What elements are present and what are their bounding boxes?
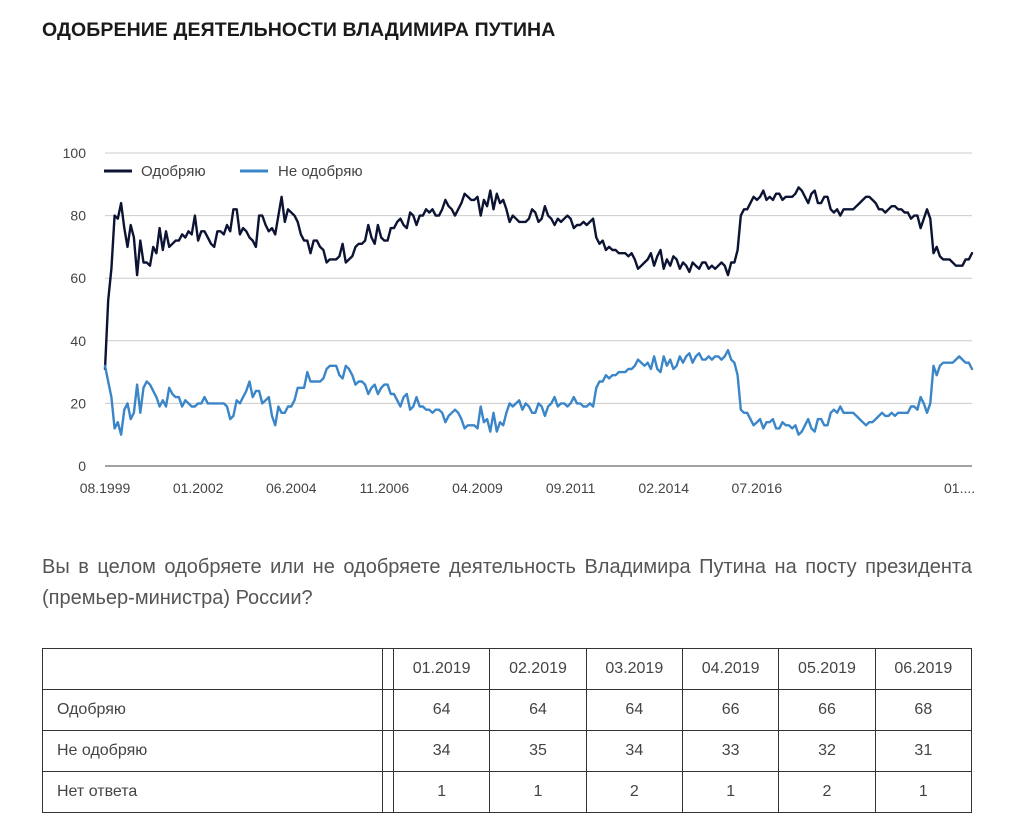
line-chart: 0 20 40 60 80 100 08.1999 01.2002 06.2004 11.200… bbox=[63, 145, 976, 496]
y-tick-label: 80 bbox=[70, 208, 86, 224]
results-table: 01.2019 02.2019 03.2019 04.2019 05.2019 … bbox=[42, 648, 973, 813]
table-cell: 1 bbox=[681, 771, 780, 813]
table-spacer-cell bbox=[382, 648, 394, 690]
series-line-approve bbox=[103, 186, 974, 371]
table-spacer-cell bbox=[382, 771, 394, 813]
table-row: Одобряю 64 64 64 66 66 68 bbox=[42, 689, 973, 731]
legend-label-approve: Одобряю bbox=[141, 163, 206, 180]
legend-label-disapprove: Не одобряю bbox=[278, 163, 363, 180]
table-row: Нет ответа 1 1 2 1 2 1 bbox=[42, 771, 973, 813]
x-tick-label: 08.1999 bbox=[80, 480, 131, 496]
row-label: Не одобряю bbox=[42, 730, 383, 772]
table-cell: 64 bbox=[489, 689, 587, 731]
x-tick-label: 11.2006 bbox=[360, 480, 410, 496]
table-cell: 32 bbox=[778, 730, 876, 772]
x-tick-label: 09.2011 bbox=[546, 480, 596, 496]
y-tick-label: 0 bbox=[78, 458, 86, 474]
table-cell: 64 bbox=[392, 689, 491, 731]
table-spacer-cell bbox=[382, 689, 394, 731]
table-cell: 68 bbox=[874, 689, 973, 731]
table-row: Не одобряю 34 35 34 33 32 31 bbox=[42, 730, 973, 772]
y-axis: 0 20 40 60 80 100 bbox=[63, 145, 87, 474]
table-cell: 34 bbox=[585, 730, 683, 772]
y-tick-label: 100 bbox=[63, 145, 87, 161]
series-lines bbox=[103, 186, 974, 436]
table-cell: 31 bbox=[874, 730, 973, 772]
table-col-header: 03.2019 bbox=[585, 648, 683, 690]
row-label: Нет ответа bbox=[42, 771, 383, 813]
x-tick-label: 06.2004 bbox=[266, 480, 317, 496]
grid bbox=[105, 152, 972, 467]
survey-question: Вы в целом одобряете или не одобряете де… bbox=[42, 556, 972, 609]
table-cell: 34 bbox=[392, 730, 491, 772]
table-cell: 33 bbox=[681, 730, 780, 772]
table-col-header: 02.2019 bbox=[489, 648, 587, 690]
table-cell: 64 bbox=[585, 689, 683, 731]
chart-title: ОДОБРЕНИЕ ДЕЯТЕЛЬНОСТИ ВЛАДИМИРА ПУТИНА bbox=[42, 19, 556, 41]
y-tick-label: 40 bbox=[70, 333, 86, 349]
x-tick-label: 01.... bbox=[944, 480, 975, 496]
legend: Одобряю Не одобряю bbox=[104, 163, 363, 180]
x-tick-label: 01.2002 bbox=[173, 480, 224, 496]
table-cell: 2 bbox=[585, 771, 683, 813]
row-label: Одобряю bbox=[42, 689, 383, 731]
table-spacer-cell bbox=[382, 730, 394, 772]
table-corner-cell bbox=[42, 648, 383, 690]
table-col-header: 06.2019 bbox=[874, 648, 973, 690]
table-cell: 35 bbox=[489, 730, 587, 772]
x-tick-label: 02.2014 bbox=[638, 480, 689, 496]
table-cell: 66 bbox=[778, 689, 876, 731]
table-cell: 1 bbox=[874, 771, 973, 813]
x-tick-label: 07.2016 bbox=[732, 480, 783, 496]
x-tick-label: 04.2009 bbox=[452, 480, 503, 496]
table-cell: 1 bbox=[392, 771, 491, 813]
y-tick-label: 20 bbox=[70, 395, 86, 411]
table-cell: 2 bbox=[778, 771, 876, 813]
table-cell: 66 bbox=[681, 689, 780, 731]
table-header-row: 01.2019 02.2019 03.2019 04.2019 05.2019 … bbox=[42, 648, 973, 690]
x-axis: 08.1999 01.2002 06.2004 11.2006 04.2009 09.20… bbox=[80, 480, 975, 496]
table-cell: 1 bbox=[489, 771, 587, 813]
table-col-header: 01.2019 bbox=[392, 648, 491, 690]
y-tick-label: 60 bbox=[70, 270, 86, 286]
table-col-header: 05.2019 bbox=[778, 648, 876, 690]
table-col-header: 04.2019 bbox=[681, 648, 780, 690]
series-line-disapprove bbox=[103, 349, 974, 436]
